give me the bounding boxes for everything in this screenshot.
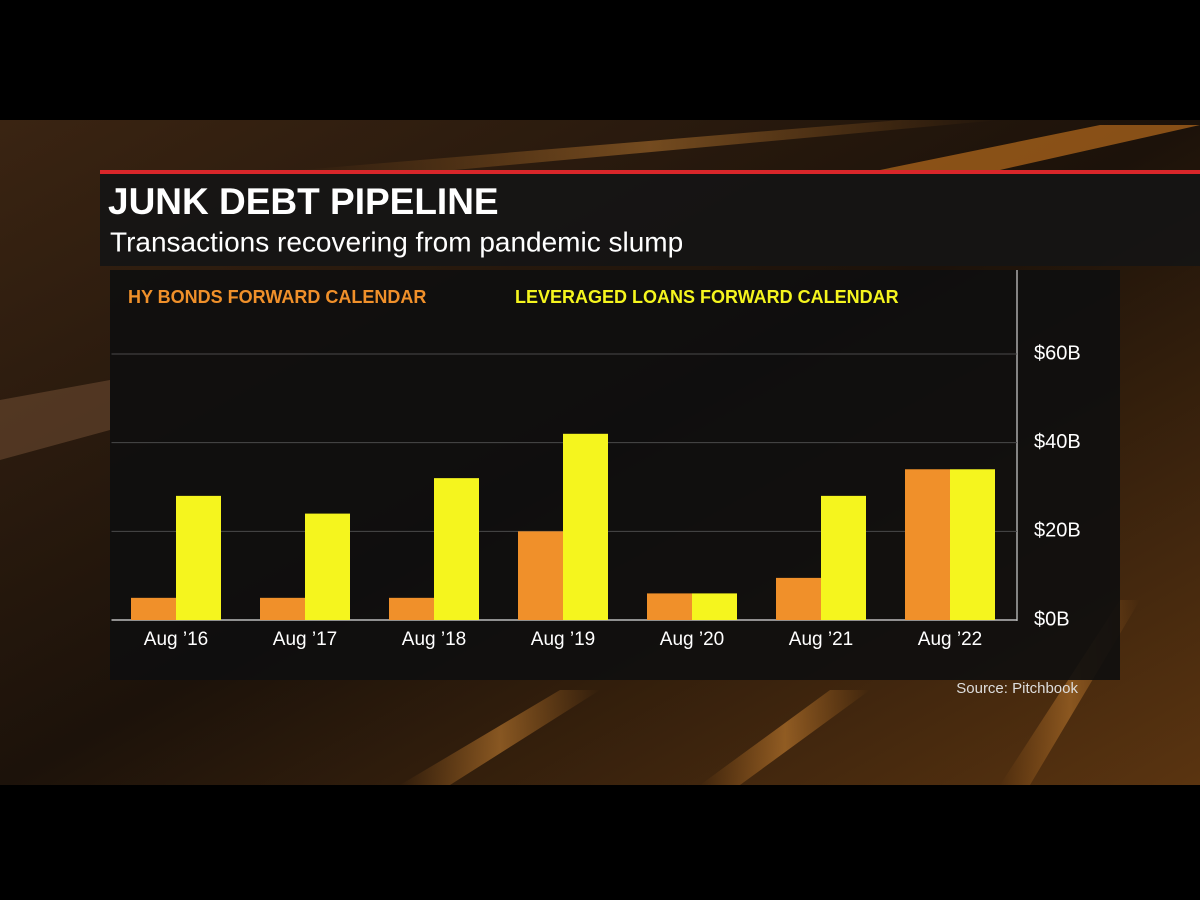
light-streak bbox=[300, 120, 1000, 175]
x-tick-label: Aug ’21 bbox=[789, 629, 853, 650]
y-tick-label: $0B bbox=[1034, 608, 1070, 630]
bar bbox=[821, 495, 866, 620]
y-tick-label: $20B bbox=[1034, 520, 1081, 542]
light-streak bbox=[0, 380, 110, 460]
bar bbox=[434, 478, 479, 620]
title-panel bbox=[100, 174, 1200, 266]
bar bbox=[260, 597, 305, 620]
bar bbox=[389, 597, 434, 620]
y-tick-label: $60B bbox=[1034, 342, 1081, 364]
x-tick-label: Aug ’18 bbox=[402, 629, 466, 650]
x-tick-label: Aug ’19 bbox=[531, 629, 595, 650]
bar bbox=[176, 495, 221, 620]
bar bbox=[950, 469, 995, 620]
bar bbox=[563, 433, 608, 620]
bar bbox=[692, 593, 737, 620]
bar bbox=[647, 593, 692, 620]
light-streak bbox=[700, 690, 870, 785]
x-tick-label: Aug ’16 bbox=[144, 629, 208, 650]
light-streak bbox=[400, 690, 600, 785]
x-tick-label: Aug ’22 bbox=[918, 629, 982, 650]
accent-line bbox=[100, 170, 1200, 174]
source-note: Source: Pitchbook bbox=[956, 680, 1078, 697]
chart-title: JUNK DEBT PIPELINE bbox=[108, 181, 499, 222]
legend-entry: HY BONDS FORWARD CALENDAR bbox=[128, 287, 426, 307]
bar bbox=[131, 597, 176, 620]
light-streak bbox=[880, 125, 1200, 170]
bar bbox=[905, 469, 950, 620]
legend-entry: LEVERAGED LOANS FORWARD CALENDAR bbox=[515, 287, 899, 307]
chart-subtitle: Transactions recovering from pandemic sl… bbox=[110, 226, 683, 257]
x-tick-label: Aug ’20 bbox=[660, 629, 724, 650]
y-tick-label: $40B bbox=[1034, 431, 1081, 453]
bar bbox=[305, 513, 350, 620]
bar bbox=[776, 577, 821, 620]
x-tick-label: Aug ’17 bbox=[273, 629, 337, 650]
bar bbox=[518, 531, 563, 620]
